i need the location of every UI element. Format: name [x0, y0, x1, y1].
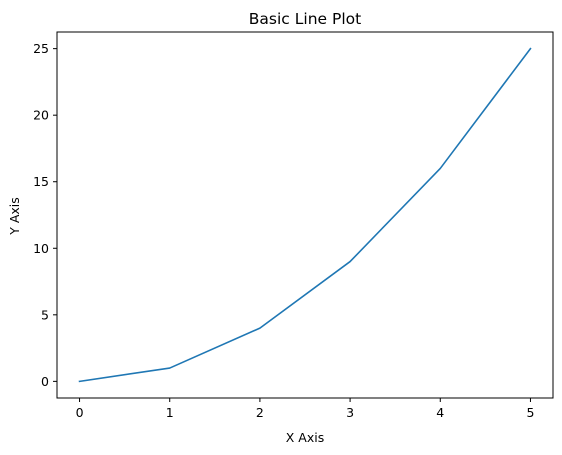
- x-axis-label: X Axis: [286, 430, 324, 445]
- x-tick-label: 1: [166, 405, 174, 420]
- y-tick-label: 0: [41, 374, 49, 389]
- y-tick-label: 15: [33, 174, 49, 189]
- y-axis-ticks: 0 5 10 15 20 25: [33, 41, 57, 389]
- x-axis-ticks: 0 1 2 3 4 5: [76, 398, 534, 420]
- x-tick-label: 2: [256, 405, 264, 420]
- y-tick-label: 25: [33, 41, 49, 56]
- x-tick-label: 3: [346, 405, 354, 420]
- x-tick-label: 0: [76, 405, 84, 420]
- x-tick-label: 4: [436, 405, 444, 420]
- chart-title: Basic Line Plot: [249, 10, 361, 28]
- y-tick-label: 20: [33, 108, 49, 123]
- y-tick-label: 10: [33, 241, 49, 256]
- x-tick-label: 5: [526, 405, 534, 420]
- y-axis-label: Y Axis: [7, 197, 22, 236]
- series-group: [78, 47, 532, 383]
- plot-frame: [56, 31, 554, 399]
- y-tick-label: 5: [41, 307, 49, 322]
- series-line: [78, 47, 532, 383]
